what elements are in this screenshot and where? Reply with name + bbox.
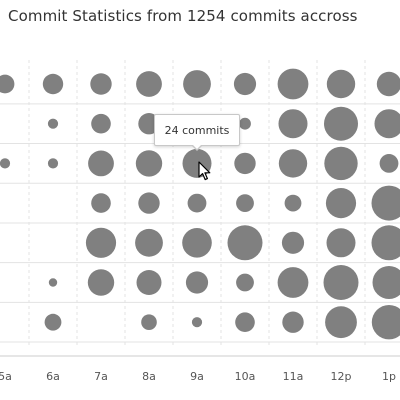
commit-bubble[interactable] — [44, 313, 62, 331]
commit-bubble[interactable] — [183, 70, 211, 98]
commit-bubble[interactable] — [278, 109, 308, 139]
commit-bubble[interactable] — [371, 305, 400, 340]
commit-bubble[interactable] — [282, 311, 304, 333]
commit-bubble[interactable] — [379, 154, 399, 173]
x-tick-label: 5a — [0, 370, 12, 383]
commit-bubble[interactable] — [138, 192, 160, 214]
commit-bubble[interactable] — [227, 225, 263, 261]
commit-bubble[interactable] — [42, 73, 64, 95]
commit-bubble[interactable] — [87, 269, 115, 296]
commit-bubble[interactable] — [325, 306, 357, 339]
commit-bubble[interactable] — [324, 106, 358, 141]
x-tick-label: 10a — [235, 370, 256, 383]
commit-bubble[interactable] — [372, 266, 400, 299]
commit-bubble[interactable] — [234, 152, 256, 175]
commit-bubble[interactable] — [136, 71, 162, 97]
x-tick-label: 12p — [331, 370, 352, 383]
commit-bubble[interactable] — [326, 69, 356, 99]
commit-bubble[interactable] — [182, 228, 212, 258]
commit-bubble[interactable] — [47, 158, 59, 169]
commit-bubble[interactable] — [85, 227, 117, 258]
commit-bubble[interactable] — [185, 271, 209, 294]
commit-bubble[interactable] — [284, 194, 302, 212]
commit-bubble[interactable] — [191, 317, 203, 328]
commit-bubble[interactable] — [323, 265, 359, 300]
mouse-pointer-icon — [198, 161, 211, 181]
commit-bubble[interactable] — [239, 117, 251, 130]
commit-bubble[interactable] — [236, 273, 254, 292]
x-tick-label: 8a — [142, 370, 156, 383]
tooltip-text: 24 commits — [164, 123, 230, 137]
commit-bubble[interactable] — [136, 270, 162, 295]
commit-bubble[interactable] — [277, 68, 309, 100]
commit-bubble[interactable] — [325, 188, 357, 219]
commit-bubble[interactable] — [135, 150, 163, 177]
commit-bubble[interactable] — [47, 118, 59, 129]
commit-bubble[interactable] — [141, 314, 157, 331]
x-tick-label: 6a — [46, 370, 60, 383]
x-axis-tick-labels: 5a 6a 7a 8a 9a 10a 11a 12p 1p — [0, 370, 396, 383]
commit-bubble[interactable] — [187, 193, 207, 213]
commit-bubble[interactable] — [91, 113, 111, 134]
commit-bubble[interactable] — [278, 149, 308, 178]
chart-title: Commit Statistics from 1254 commits accr… — [8, 7, 358, 25]
commit-bubble[interactable] — [90, 73, 112, 95]
commit-bubble[interactable] — [326, 228, 356, 258]
commit-bubble[interactable] — [281, 231, 305, 254]
commit-bubble[interactable] — [374, 109, 400, 139]
commit-bubble[interactable] — [376, 71, 400, 97]
tooltip-arrow — [192, 144, 202, 149]
commit-bubble[interactable] — [277, 267, 309, 298]
x-tick-label: 11a — [283, 370, 304, 383]
x-tick-label: 9a — [190, 370, 204, 383]
commit-bubble[interactable] — [135, 228, 163, 257]
hover-tooltip: 24 commits — [154, 114, 240, 146]
commit-bubble[interactable] — [0, 74, 15, 94]
commit-bubble[interactable] — [235, 312, 255, 333]
commit-bubble[interactable] — [91, 193, 111, 213]
commit-bubble[interactable] — [233, 72, 257, 96]
commit-bubble[interactable] — [0, 158, 11, 169]
commit-bubble[interactable] — [371, 185, 400, 221]
commit-bubble[interactable] — [371, 225, 400, 261]
commit-bubble[interactable] — [48, 278, 58, 287]
commit-bubble[interactable] — [324, 146, 358, 181]
x-tick-label: 7a — [94, 370, 108, 383]
x-tick-label: 1p — [382, 370, 396, 383]
commit-bubble[interactable] — [88, 150, 114, 177]
commit-bubble[interactable] — [236, 194, 254, 213]
bubble-layer — [0, 68, 400, 340]
